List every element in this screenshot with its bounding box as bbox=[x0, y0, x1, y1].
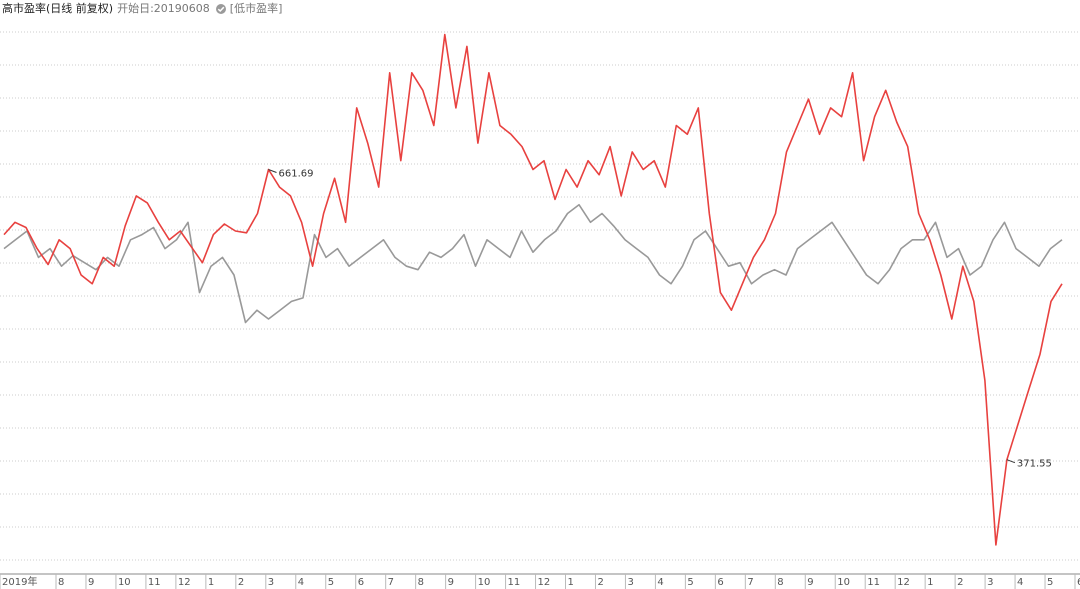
x-tick-label: 12 bbox=[538, 577, 551, 588]
annotation-leader bbox=[268, 169, 277, 173]
x-tick-label: 12 bbox=[897, 577, 910, 588]
x-tick-label: 3 bbox=[627, 577, 633, 588]
x-tick-label: 4 bbox=[1017, 577, 1023, 588]
start-date-label: 开始日:20190608 bbox=[117, 2, 210, 15]
x-tick-label: 6 bbox=[358, 577, 364, 588]
x-tick-label: 7 bbox=[747, 577, 753, 588]
x-tick-label: 4 bbox=[657, 577, 663, 588]
x-tick-label: 10 bbox=[837, 577, 850, 588]
x-tick-label: 6 bbox=[717, 577, 723, 588]
x-tick-label: 8 bbox=[418, 577, 424, 588]
x-tick-label: 10 bbox=[118, 577, 131, 588]
x-tick-label: 1 bbox=[927, 577, 933, 588]
high-pe-series-line bbox=[3, 33, 1063, 546]
x-tick-label: 2 bbox=[238, 577, 244, 588]
annotations: 661.69 371.55 bbox=[268, 168, 1052, 470]
x-tick-label: 12 bbox=[178, 577, 191, 588]
check-circle-icon[interactable] bbox=[215, 4, 226, 14]
second-series-label[interactable]: [低市盈率] bbox=[229, 2, 283, 15]
x-tick-label: 11 bbox=[867, 577, 880, 588]
x-tick-label: 2019年 bbox=[2, 575, 37, 588]
series-layer bbox=[3, 33, 1063, 546]
x-tick-label: 5 bbox=[687, 577, 693, 588]
x-tick-label: 5 bbox=[328, 577, 334, 588]
x-tick-label: 9 bbox=[448, 577, 454, 588]
x-tick-label: 3 bbox=[268, 577, 274, 588]
x-tick-label: 1 bbox=[568, 577, 574, 588]
x-tick-label: 11 bbox=[508, 577, 521, 588]
x-tick-label: 10 bbox=[478, 577, 491, 588]
annotation-label: 661.69 bbox=[279, 168, 314, 179]
x-tick-label: 2 bbox=[957, 577, 963, 588]
chart-header: 高市盈率(日线 前复权) 开始日:20190608 [低市盈率] bbox=[2, 0, 282, 18]
x-tick-label: 3 bbox=[987, 577, 993, 588]
x-tick-label: 7 bbox=[388, 577, 394, 588]
x-tick-label: 11 bbox=[148, 577, 161, 588]
x-axis: 2019年 8 9 10 11 12 1 2 3 4 5 6 7 8 9 10 11 12 1 2 3 4 5 6 7 8 9 10 1… bbox=[0, 573, 1080, 589]
x-tick-label: 5 bbox=[1047, 577, 1053, 588]
grid-lines bbox=[0, 31, 1080, 561]
chart-title: 高市盈率(日线 前复权) bbox=[2, 2, 114, 15]
annotation-leader bbox=[1006, 459, 1016, 464]
x-tick-label: 1 bbox=[208, 577, 214, 588]
x-tick-label: 8 bbox=[58, 577, 64, 588]
x-tick-label: 8 bbox=[777, 577, 783, 588]
annotation-label: 371.55 bbox=[1017, 459, 1052, 470]
x-tick-label: 2 bbox=[597, 577, 603, 588]
x-tick-label: 9 bbox=[807, 577, 813, 588]
low-pe-series-line bbox=[3, 203, 1063, 324]
x-tick-label: 4 bbox=[298, 577, 304, 588]
x-tick-label: 6 bbox=[1077, 577, 1080, 588]
x-tick-label: 9 bbox=[88, 577, 94, 588]
